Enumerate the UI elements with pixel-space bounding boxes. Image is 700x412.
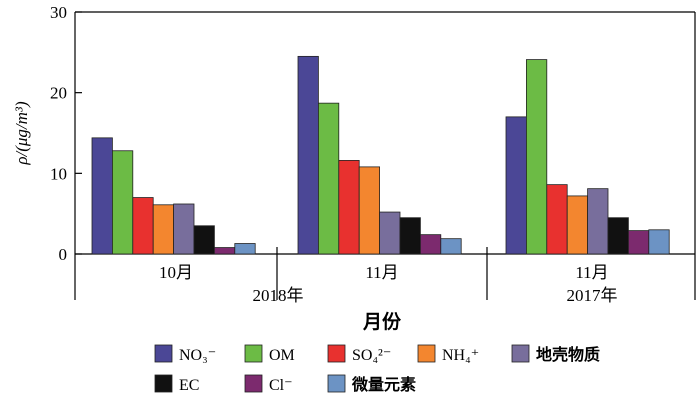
- bars: [91, 55, 670, 255]
- month-label: 11月: [575, 263, 608, 282]
- legend-label: Cl⁻: [269, 377, 293, 394]
- legend-label: OM: [269, 347, 295, 364]
- bar-1-7: [440, 238, 462, 255]
- bar-2-3: [566, 195, 589, 255]
- legend-label: NO₃⁻: [179, 347, 216, 364]
- y-tick-label: 0: [59, 245, 68, 264]
- y-axis-title: ρ/(μg/m³): [12, 101, 31, 166]
- legend-label: NH₄⁺: [442, 347, 479, 364]
- legend-swatch: [327, 344, 346, 363]
- bar-0-2: [132, 197, 154, 255]
- y-tick-label: 30: [50, 3, 67, 22]
- bar-2-2: [546, 184, 568, 255]
- legend-label: EC: [179, 377, 199, 394]
- legend-swatch: [511, 344, 530, 363]
- bar-1-5: [399, 217, 421, 255]
- legend-label: SO₄²⁻: [352, 347, 391, 364]
- bar-0-3: [152, 204, 174, 255]
- legend-swatch: [417, 344, 436, 363]
- bar-1-2: [338, 160, 360, 255]
- y-tick-label: 20: [50, 84, 67, 103]
- bar-2-1: [526, 59, 548, 255]
- bar-0-1: [112, 150, 134, 255]
- month-label: 11月: [365, 263, 398, 282]
- legend-swatch: [154, 344, 173, 363]
- bar-0-7: [234, 243, 256, 255]
- bar-2-7: [648, 229, 670, 255]
- bar-1-0: [297, 55, 319, 255]
- legend-swatch: [244, 374, 263, 393]
- bar-0-6: [213, 247, 236, 255]
- legend-swatch: [327, 374, 346, 393]
- bar-1-1: [317, 102, 340, 255]
- bar-1-3: [358, 166, 381, 255]
- bar-2-4: [587, 188, 609, 255]
- x-axis-title: 月份: [362, 310, 402, 333]
- y-tick-label: 10: [50, 164, 67, 183]
- year-label: 2017年: [567, 286, 618, 305]
- legend-swatch: [154, 374, 173, 393]
- legend-label: 微量元素: [351, 375, 416, 394]
- year-label: 2018年: [253, 286, 304, 305]
- bar-2-6: [628, 230, 650, 255]
- bar-1-6: [419, 234, 442, 255]
- legend-swatch: [244, 344, 263, 363]
- month-label: 10月: [159, 263, 193, 282]
- bar-0-0: [91, 137, 113, 255]
- bar-0-4: [173, 203, 195, 255]
- bar-2-0: [505, 116, 527, 255]
- axes: [74, 11, 696, 300]
- bar-1-4: [379, 211, 401, 255]
- legend: NO₃⁻ OM SO₄²⁻ NH₄⁺ 地壳物质 EC Cl⁻ 微量元素: [154, 344, 600, 394]
- bar-2-5: [607, 217, 629, 255]
- bar-0-5: [193, 225, 215, 255]
- legend-label: 地壳物质: [536, 345, 600, 364]
